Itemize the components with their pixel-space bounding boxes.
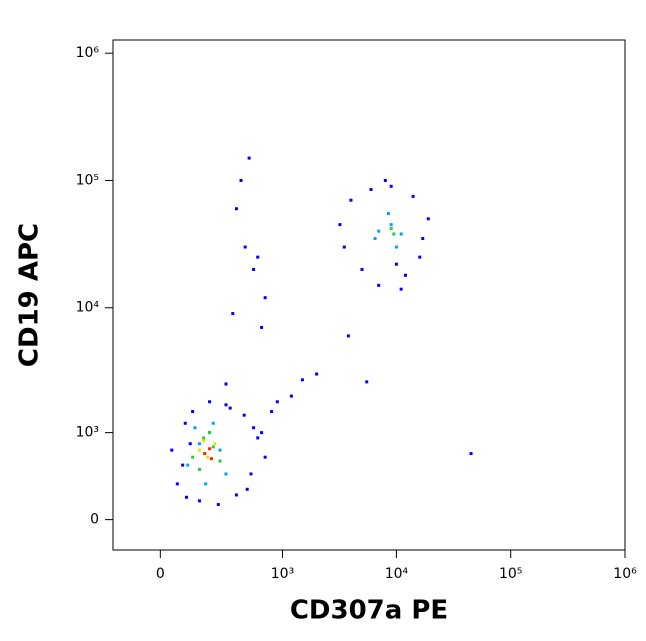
point — [469, 452, 473, 456]
point — [369, 187, 373, 191]
point — [183, 421, 187, 425]
point — [188, 442, 192, 446]
y-tick-label: 10⁶ — [76, 45, 100, 61]
point — [263, 296, 267, 300]
point — [389, 184, 393, 188]
point — [377, 283, 381, 287]
point — [249, 472, 253, 476]
point — [342, 245, 346, 249]
point — [204, 482, 208, 486]
point — [208, 400, 212, 404]
point — [260, 325, 264, 329]
point — [228, 406, 232, 410]
point — [263, 455, 267, 459]
point — [197, 499, 201, 503]
point — [239, 178, 243, 182]
point — [256, 436, 260, 440]
point — [346, 334, 350, 338]
point — [175, 482, 179, 486]
point — [202, 436, 206, 440]
point — [197, 442, 201, 446]
plot-frame — [112, 39, 626, 551]
point — [231, 312, 235, 316]
point — [186, 463, 190, 467]
point — [197, 467, 201, 471]
x-tick-label: 0 — [156, 566, 165, 582]
y-axis-title: CD19 APC — [15, 223, 45, 367]
point — [197, 448, 201, 452]
point — [211, 445, 215, 449]
x-tick-label: 10⁶ — [613, 566, 637, 582]
point — [185, 495, 189, 499]
point — [389, 226, 393, 230]
y-tick-label: 0 — [90, 512, 99, 528]
point — [224, 403, 228, 407]
point — [392, 232, 396, 236]
point — [270, 410, 274, 414]
point — [247, 156, 251, 160]
point — [191, 410, 195, 414]
point — [234, 493, 238, 497]
point — [213, 442, 217, 446]
point — [349, 198, 353, 202]
point — [206, 455, 210, 459]
point — [399, 232, 403, 236]
point — [394, 262, 398, 266]
point — [252, 426, 256, 430]
point — [399, 287, 403, 291]
point — [191, 455, 195, 459]
point — [224, 382, 228, 386]
point — [275, 400, 279, 404]
point — [245, 487, 249, 491]
point — [203, 452, 207, 456]
point — [300, 378, 304, 382]
point — [377, 229, 381, 233]
point — [224, 472, 228, 476]
point — [373, 237, 377, 241]
point — [242, 413, 246, 417]
point — [208, 431, 212, 435]
point — [209, 457, 213, 461]
point — [389, 223, 393, 227]
point — [211, 421, 215, 425]
point — [418, 255, 422, 259]
y-tick-label: 10³ — [76, 425, 99, 441]
point — [218, 459, 222, 463]
point — [234, 207, 238, 211]
point — [315, 372, 319, 376]
x-tick-label: 10³ — [271, 566, 294, 582]
x-tick-label: 10⁵ — [499, 566, 522, 582]
point — [170, 448, 174, 452]
x-axis-title: CD307a PE — [290, 596, 448, 626]
point — [260, 431, 264, 435]
point — [338, 223, 342, 227]
point — [193, 426, 197, 430]
point — [383, 178, 387, 182]
point — [426, 217, 430, 221]
point — [411, 194, 415, 198]
point — [252, 267, 256, 271]
point — [218, 448, 222, 452]
point — [202, 439, 206, 443]
point — [360, 267, 364, 271]
point — [394, 245, 398, 249]
point — [289, 394, 293, 398]
point — [403, 273, 407, 277]
point — [216, 503, 220, 507]
point — [208, 447, 212, 451]
point — [386, 212, 390, 216]
point — [421, 237, 425, 241]
point — [365, 380, 369, 384]
point — [256, 255, 260, 259]
x-tick-label: 10⁴ — [385, 566, 409, 582]
y-tick-label: 10⁵ — [76, 172, 99, 188]
point — [181, 463, 185, 467]
y-tick-label: 10⁴ — [76, 300, 100, 316]
point — [243, 245, 247, 249]
